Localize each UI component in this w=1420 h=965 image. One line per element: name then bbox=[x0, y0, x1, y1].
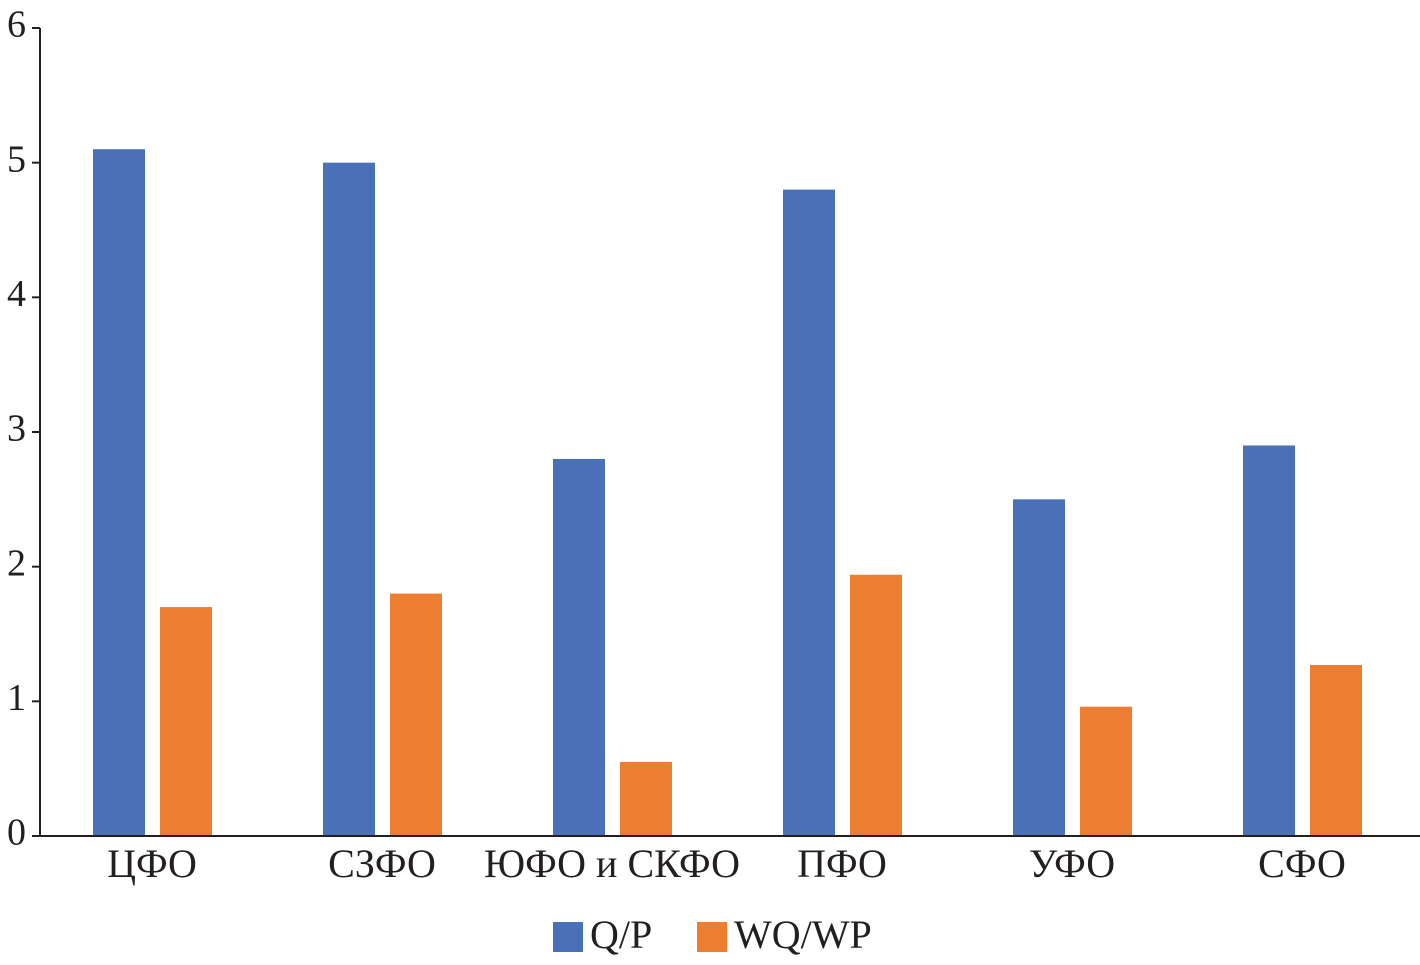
y-tick-label: 5 bbox=[7, 138, 26, 180]
y-tick-label: 1 bbox=[7, 677, 26, 719]
x-tick-label: УФО bbox=[1029, 841, 1115, 886]
y-tick-label: 3 bbox=[7, 408, 26, 450]
x-tick-label: ЮФО и СКФО bbox=[484, 841, 740, 886]
bar bbox=[1080, 706, 1132, 836]
legend-label: WQ/WP bbox=[734, 912, 872, 957]
legend-label: Q/P bbox=[590, 912, 652, 957]
bar bbox=[93, 149, 145, 836]
bar bbox=[850, 574, 902, 836]
y-tick-label: 2 bbox=[7, 542, 26, 584]
bar bbox=[1310, 664, 1362, 836]
bar bbox=[783, 189, 835, 837]
bar bbox=[553, 458, 605, 836]
bar bbox=[390, 593, 442, 836]
bar bbox=[1243, 445, 1295, 836]
bar bbox=[620, 761, 672, 836]
y-tick-label: 0 bbox=[7, 812, 26, 854]
x-tick-label: СФО bbox=[1258, 841, 1346, 886]
x-tick-label: СЗФО bbox=[328, 841, 436, 886]
bar bbox=[160, 607, 212, 836]
legend-swatch bbox=[553, 922, 583, 952]
bar bbox=[1013, 499, 1065, 836]
legend-swatch bbox=[697, 922, 727, 952]
y-tick-label: 4 bbox=[7, 273, 26, 315]
x-tick-label: ЦФО bbox=[107, 841, 197, 886]
y-tick-label: 6 bbox=[7, 4, 26, 46]
x-tick-label: ПФО bbox=[797, 841, 887, 886]
bar bbox=[323, 162, 375, 836]
